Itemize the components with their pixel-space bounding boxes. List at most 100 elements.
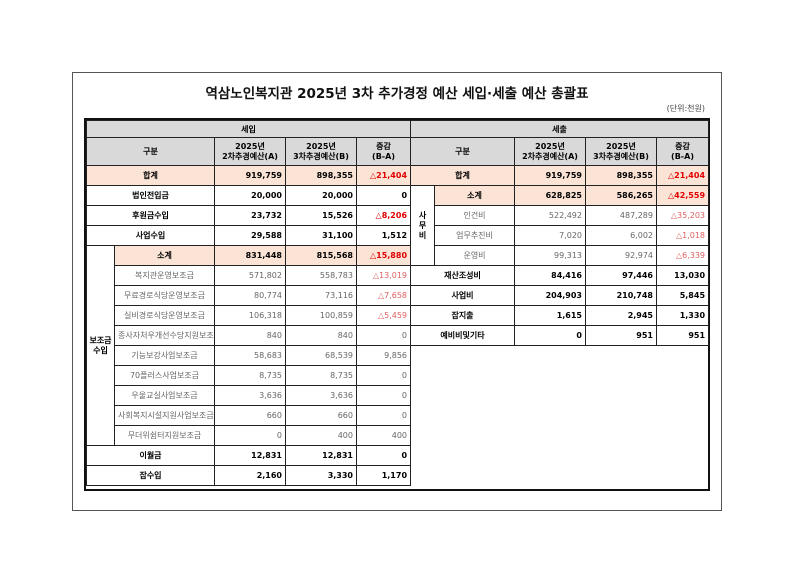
header-row: 구분 2025년 2차추경예산(A) 2025년 3차추경예산(B) 증감 (B-A)	[86, 137, 412, 166]
value-diff: △7,658	[355, 285, 412, 306]
value-diff: 0	[355, 385, 412, 406]
value-a: 660	[214, 405, 286, 426]
table-row: 업무추진비 7,020 6,002 △1,018	[411, 225, 710, 246]
page-left-border	[72, 72, 73, 510]
value-b: 92,974	[585, 245, 657, 266]
header-a-line1: 2025년	[535, 141, 565, 151]
value-a: 7,020	[514, 225, 586, 246]
header-a-line2: 2차추경예산(A)	[522, 151, 578, 161]
table-row: 사업비 204,903 210,748 5,845	[410, 285, 710, 306]
value-b: 15,526	[285, 205, 357, 226]
table-row: 운영비 99,313 92,974 △6,339	[411, 245, 710, 266]
header-diff-line1: 증감	[675, 141, 690, 151]
value-b: 31,100	[285, 225, 357, 246]
value-b: 840	[285, 325, 357, 346]
value-b: 6,002	[585, 225, 657, 246]
value-diff: △15,880	[355, 245, 412, 266]
row-label: 70플러스사업보조금	[114, 365, 215, 386]
value-a: 204,903	[514, 285, 586, 306]
value-a: 84,416	[514, 265, 586, 286]
value-a: 919,759	[214, 165, 286, 186]
value-a: 8,735	[214, 365, 286, 386]
value-a: 1,615	[514, 305, 586, 326]
value-a: 571,802	[214, 265, 286, 286]
value-diff: △21,404	[655, 165, 710, 186]
table-row: 법인전입금 20,000 20,000 0	[86, 185, 412, 206]
table-row: 잡수입 2,160 3,330 1,170	[86, 465, 412, 486]
table-row: 합계 919,759 898,355 △21,404	[410, 165, 710, 186]
page-title: 역삼노인복지관 2025년 3차 추가경정 예산 세입·세출 예산 총괄표	[205, 86, 589, 102]
row-label: 실비경로식당운영보조금	[114, 305, 215, 326]
row-label: 소계	[114, 245, 215, 266]
row-label: 합계	[86, 165, 215, 186]
value-b: 20,000	[285, 185, 357, 206]
revenue-table: 세입 구분 2025년 2차추경예산(A) 2025년 3차추경예산(B) 증감 (B…	[85, 120, 412, 486]
row-label: 무료경로식당운영보조금	[114, 285, 215, 306]
header-a-line1: 2025년	[235, 141, 265, 151]
table-row: 우울교실사업보조금 3,636 3,636 0	[87, 385, 412, 406]
header-a: 2025년 2차추경예산(A)	[214, 137, 286, 166]
header-a-line2: 2차추경예산(A)	[222, 151, 278, 161]
table-row: 잡지출 1,615 2,945 1,330	[410, 305, 710, 326]
subsidy-group-label: 보조금 수입	[86, 245, 115, 446]
value-a: 919,759	[514, 165, 586, 186]
page-bottom-border	[72, 510, 722, 511]
section-row: 세출	[409, 120, 710, 138]
value-diff: 1,330	[655, 305, 710, 326]
row-label: 예비비및기타	[410, 325, 515, 346]
row-label: 우울교실사업보조금	[114, 385, 215, 406]
value-b: 660	[285, 405, 357, 426]
value-diff: 0	[355, 445, 412, 466]
group-label-line: 보조금	[89, 335, 112, 345]
value-b: 68,539	[285, 345, 357, 366]
row-label: 업무추진비	[434, 225, 515, 246]
value-diff: △6,339	[655, 245, 710, 266]
header-b-line1: 2025년	[606, 141, 636, 151]
value-diff: 0	[355, 365, 412, 386]
value-a: 23,732	[214, 205, 286, 226]
value-diff: 0	[355, 405, 412, 426]
budget-summary-table: 세입 구분 2025년 2차추경예산(A) 2025년 3차추경예산(B) 증감 (B…	[84, 118, 710, 491]
header-category: 구분	[410, 137, 515, 166]
table-row: 재산조성비 84,416 97,446 13,030	[410, 265, 710, 286]
header-row: 구분 2025년 2차추경예산(A) 2025년 3차추경예산(B) 증감 (B-A)	[410, 137, 710, 166]
value-a: 831,448	[214, 245, 286, 266]
value-a: 522,492	[514, 205, 586, 226]
value-b: 210,748	[585, 285, 657, 306]
value-diff: △42,559	[655, 185, 710, 206]
header-diff: 증감 (B-A)	[355, 137, 412, 166]
value-a: 840	[214, 325, 286, 346]
value-diff: 0	[355, 325, 412, 346]
table-row: 인건비 522,492 487,289 △35,203	[411, 205, 710, 226]
value-a: 80,774	[214, 285, 286, 306]
value-diff: 9,856	[355, 345, 412, 366]
value-b: 400	[285, 425, 357, 446]
value-diff: 0	[355, 185, 412, 206]
row-label: 사업수입	[86, 225, 215, 246]
table-row: 70플러스사업보조금 8,735 8,735 0	[87, 365, 412, 386]
value-b: 951	[585, 325, 657, 346]
value-diff: △21,404	[355, 165, 412, 186]
value-a: 0	[514, 325, 586, 346]
table-row: 실비경로식당운영보조금 106,318 100,859 △5,459	[87, 305, 412, 326]
section-row: 세입	[85, 120, 412, 138]
header-a: 2025년 2차추경예산(A)	[514, 137, 586, 166]
table-row: 사업수입 29,588 31,100 1,512	[86, 225, 412, 246]
row-label: 이월금	[86, 445, 215, 466]
value-b: 12,831	[285, 445, 357, 466]
row-label: 후원금수입	[86, 205, 215, 226]
row-label: 사업비	[410, 285, 515, 306]
value-a: 20,000	[214, 185, 286, 206]
header-diff-line2: (B-A)	[372, 151, 395, 161]
value-b: 3,636	[285, 385, 357, 406]
value-diff: △1,018	[655, 225, 710, 246]
value-diff: 400	[355, 425, 412, 446]
value-diff: 1,170	[355, 465, 412, 486]
header-diff-line1: 증감	[376, 141, 391, 151]
value-diff: △8,206	[355, 205, 412, 226]
section-title: 세입	[85, 120, 412, 138]
table-row: 무더위쉼터지원보조금 0 400 400	[87, 425, 412, 446]
expense-table: 세출 구분 2025년 2차추경예산(A) 2025년 3차추경예산(B) 증감 (B…	[409, 120, 710, 346]
value-diff: △13,019	[355, 265, 412, 286]
table-row: 종사자처우개선수당지원보조금 840 840 0	[87, 325, 412, 346]
